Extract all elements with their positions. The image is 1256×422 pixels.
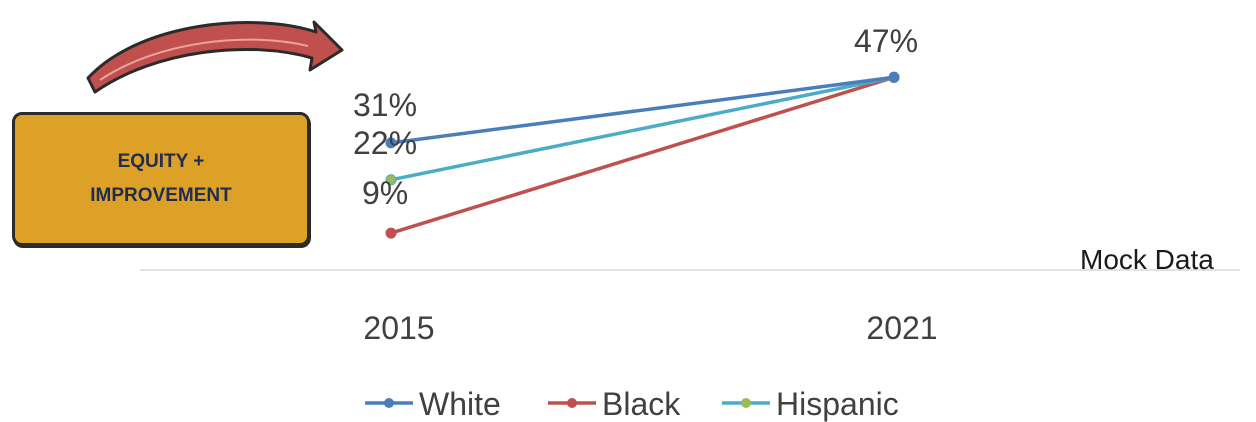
legend-item-white: White [365,386,501,422]
curved-arrow-icon [86,20,344,94]
legend: White Black Hispanic [365,386,899,422]
legend-item-hispanic: Hispanic [722,386,899,422]
legend-item-black: Black [548,386,681,422]
x-tick-label-2021: 2021 [866,310,937,346]
legend-label-black: Black [602,386,681,422]
series-line-hispanic [389,75,896,182]
data-point-white-2015 [385,137,397,149]
data-point-hispanic-2015 [385,174,397,186]
series-line-black [389,75,896,235]
legend-marker-hispanic [741,398,751,408]
legend-label-hispanic: Hispanic [776,386,899,422]
tick-layer: 2015 2021 [363,310,937,346]
data-label: 31% [353,87,417,123]
x-tick-label-2015: 2015 [363,310,434,346]
series-layer [389,75,896,235]
data-label: 22% [353,125,417,161]
legend-marker-black [567,398,577,408]
label-layer: 31%22% 9% 47% [353,23,918,211]
data-point-white-2021 [888,71,900,83]
equity-improvement-callout: EQUITY + IMPROVEMENT [12,112,310,246]
data-label: 47% [854,23,918,59]
data-label: 9% [362,175,408,211]
marker-layer [385,71,900,239]
mock-data-label: Mock Data [1080,244,1214,275]
data-point-black-2015 [385,227,397,239]
legend-marker-white [384,398,394,408]
callout-text: EQUITY + IMPROVEMENT [90,151,232,206]
series-line-white [389,75,896,145]
legend-label-white: White [419,386,501,422]
